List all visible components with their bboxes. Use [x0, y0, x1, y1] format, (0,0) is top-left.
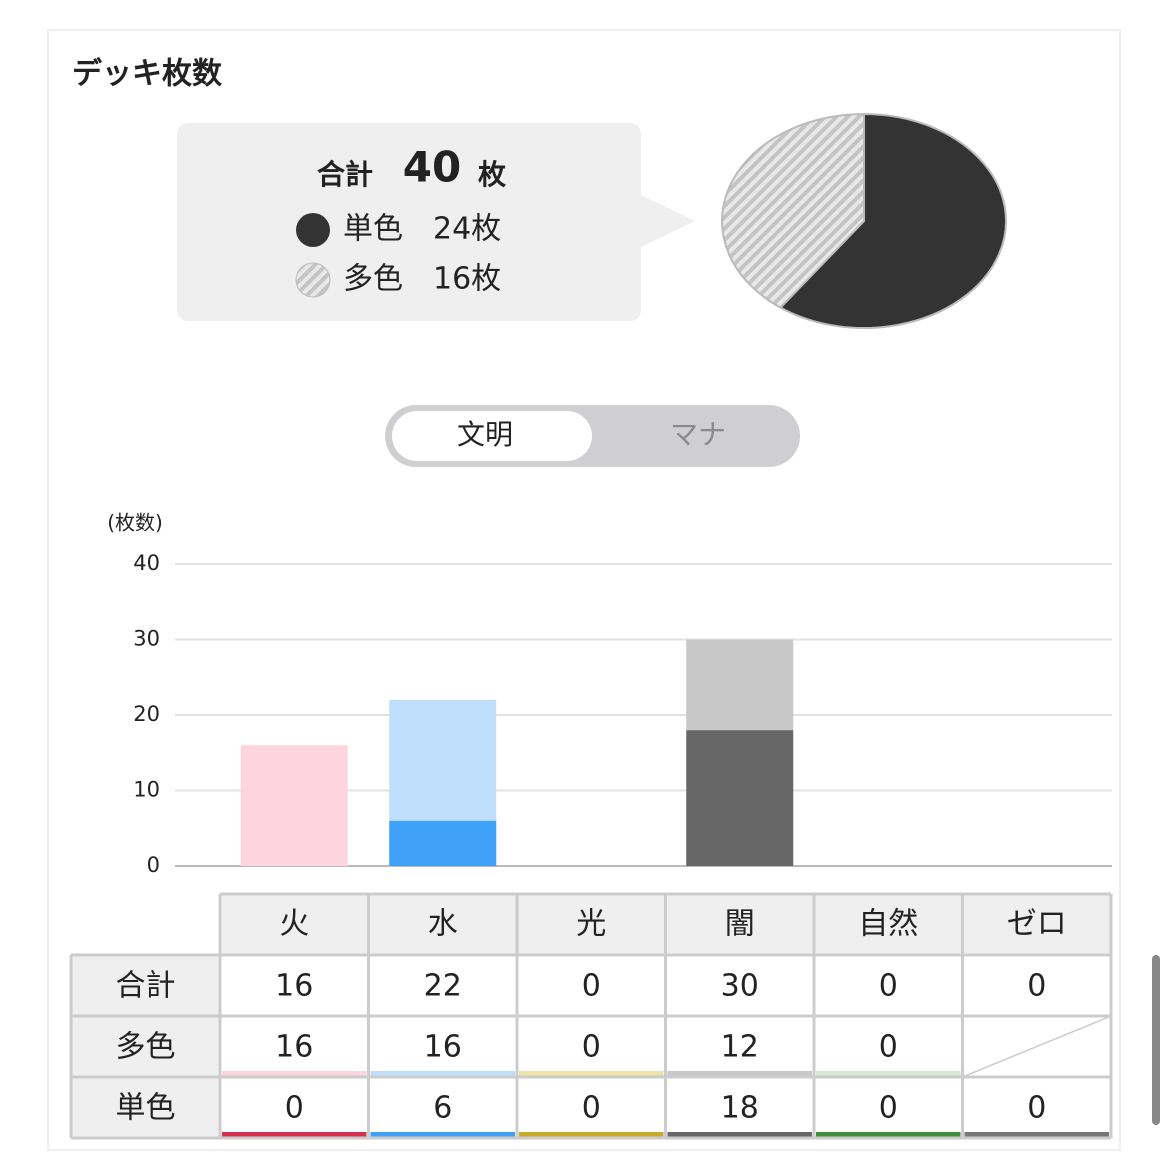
column-header: 火: [279, 907, 309, 942]
cell-value: 30: [721, 969, 759, 1004]
cell-underline: [816, 1071, 961, 1076]
legend-icon: [295, 262, 331, 298]
summary-total-value: 40: [403, 143, 461, 192]
cell-value: 16: [275, 969, 313, 1004]
bar-segment: [389, 699, 497, 821]
cell-value: 16: [424, 1030, 462, 1065]
legend-value: 16枚: [433, 262, 501, 297]
cell-underline: [667, 1071, 812, 1076]
bar-segment: [686, 730, 794, 866]
cell-value: 0: [879, 1030, 898, 1065]
cell-value: 18: [721, 1091, 759, 1126]
cell-value: 6: [433, 1091, 452, 1126]
bar-segment: [686, 639, 794, 731]
cell-value: 0: [879, 1091, 898, 1126]
toggle[interactable]: 文明 マナ: [385, 405, 800, 467]
cell-underline: [667, 1132, 812, 1137]
cell-value: 22: [424, 969, 462, 1004]
y-tick-label: 20: [133, 702, 160, 726]
pie-slice: [778, 112, 1007, 329]
column-header: 闇: [725, 907, 755, 942]
toggle-knob: [392, 411, 592, 461]
summary-unit: 枚: [478, 158, 506, 191]
cell-value: 0: [285, 1091, 304, 1126]
bar-segment: [240, 745, 348, 866]
cell-underline: [964, 1132, 1109, 1137]
summary-total: 合計 40 枚: [317, 143, 506, 192]
column-header: ゼロ: [1007, 907, 1067, 942]
cell-value: 0: [582, 1091, 601, 1126]
row-header: 合計: [116, 969, 176, 1004]
pie-slice: [721, 112, 865, 309]
scrollbar: [1152, 955, 1160, 1125]
table-frame: [71, 955, 220, 1138]
cell-value: 0: [582, 1030, 601, 1065]
toggle-option[interactable]: マナ: [670, 418, 726, 451]
cell-value: 0: [1027, 969, 1046, 1004]
cell-underline: [222, 1071, 367, 1076]
y-tick-label: 40: [133, 551, 160, 575]
cell-underline: [370, 1071, 515, 1076]
legend-label: 多色: [343, 262, 403, 297]
bar-segment: [389, 820, 497, 866]
legend-value: 24枚: [433, 212, 501, 247]
cell-value: 0: [1027, 1091, 1046, 1126]
legend-label: 単色: [343, 212, 403, 247]
summary-label: 合計: [317, 158, 373, 191]
cell-underline: [222, 1132, 367, 1137]
cell-value: 12: [721, 1030, 759, 1065]
cell-value: 16: [275, 1030, 313, 1065]
toggle-option[interactable]: 文明: [457, 418, 513, 451]
y-tick-label: 0: [147, 853, 160, 877]
column-header: 自然: [858, 907, 918, 942]
row-header: 多色: [116, 1030, 176, 1065]
cell-underline: [519, 1132, 664, 1137]
y-tick-label: 10: [133, 778, 160, 802]
y-axis-label: (枚数): [107, 511, 163, 535]
column-header: 水: [428, 907, 458, 942]
y-tick-label: 30: [133, 627, 160, 651]
row-header: 単色: [116, 1091, 176, 1126]
legend-icon: [296, 213, 330, 247]
column-header: 光: [576, 907, 606, 942]
cell-underline: [370, 1132, 515, 1137]
cell-value: 0: [879, 969, 898, 1004]
empty-cell-slash: [962, 1015, 1112, 1078]
cell-underline: [519, 1071, 664, 1076]
cell-value: 0: [582, 969, 601, 1004]
cell-underline: [816, 1132, 961, 1137]
title: デッキ枚数: [72, 57, 223, 92]
